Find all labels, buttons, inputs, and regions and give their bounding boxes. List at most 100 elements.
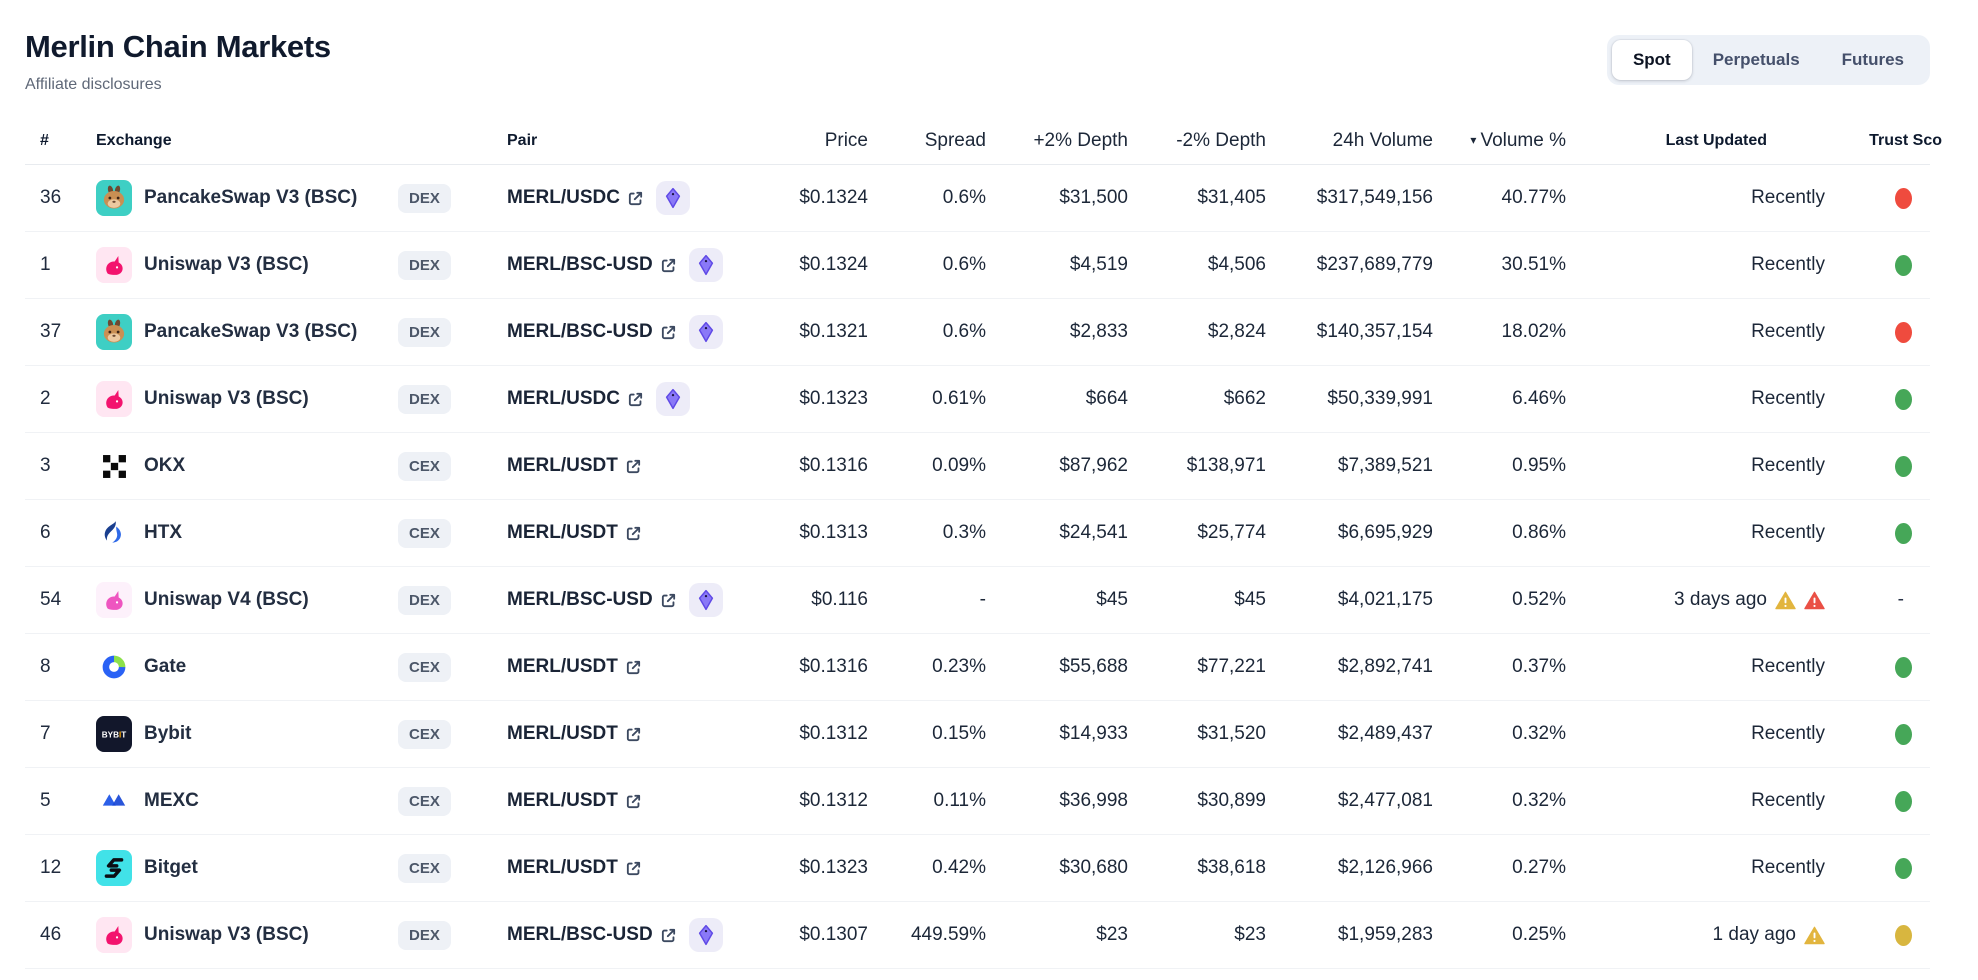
exchange-name[interactable]: Uniswap V3 (BSC) — [144, 388, 309, 409]
column-header-rank[interactable]: # — [40, 131, 49, 149]
column-header-pair[interactable]: Pair — [507, 131, 538, 149]
external-link-icon[interactable] — [625, 525, 642, 542]
geckoterminal-icon[interactable] — [688, 583, 723, 617]
pair-cell[interactable]: MERL/USDC — [507, 181, 757, 215]
exchange-name[interactable]: PancakeSwap V3 (BSC) — [144, 321, 358, 342]
exchange-cell[interactable]: PancakeSwap V3 (BSC) — [96, 314, 398, 350]
table-row[interactable]: 3 OKX CEX MERL/USDT $0.1316 0.09% $87,96… — [25, 433, 1930, 500]
external-link-icon[interactable] — [660, 257, 677, 274]
last-updated-text: Recently — [1751, 857, 1825, 878]
exchange-name[interactable]: PancakeSwap V3 (BSC) — [144, 187, 358, 208]
table-row[interactable]: 6 HTX CEX MERL/USDT $0.1313 0.3% $24,541… — [25, 500, 1930, 567]
geckoterminal-icon[interactable] — [688, 248, 723, 282]
table-row[interactable]: 36 PancakeSwap V3 (BSC) DEX MERL/USDC $0… — [25, 165, 1930, 232]
geckoterminal-icon[interactable] — [655, 181, 690, 215]
exchange-cell[interactable]: Uniswap V3 (BSC) — [96, 917, 398, 953]
pair-link[interactable]: MERL/USDT — [507, 790, 618, 811]
exchange-cell[interactable]: Bitget — [96, 850, 398, 886]
external-link-icon[interactable] — [625, 860, 642, 877]
tab-perpetuals[interactable]: Perpetuals — [1692, 40, 1821, 80]
external-link-icon[interactable] — [625, 793, 642, 810]
exchange-name[interactable]: Bitget — [144, 857, 198, 878]
exchange-name[interactable]: HTX — [144, 522, 182, 543]
pair-cell[interactable]: MERL/USDT — [507, 723, 757, 745]
exchange-name[interactable]: Gate — [144, 656, 187, 677]
exchange-cell[interactable]: Gate — [96, 649, 398, 685]
exchange-name[interactable]: Uniswap V3 (BSC) — [144, 254, 309, 275]
exchange-name[interactable]: Bybit — [144, 723, 192, 744]
pair-cell[interactable]: MERL/USDT — [507, 455, 757, 477]
pair-link[interactable]: MERL/USDT — [507, 857, 618, 878]
pair-link[interactable]: MERL/USDT — [507, 522, 618, 543]
pair-link[interactable]: MERL/BSC-USD — [507, 924, 653, 945]
table-row[interactable]: 54 Uniswap V4 (BSC) DEX MERL/BSC-USD $0.… — [25, 567, 1930, 634]
table-row[interactable]: 5 MEXC CEX MERL/USDT $0.1312 0.11% $36,9… — [25, 768, 1930, 835]
affiliate-disclosures-link[interactable]: Affiliate disclosures — [25, 76, 162, 93]
pair-cell[interactable]: MERL/USDT — [507, 857, 757, 879]
table-row[interactable]: 7 BYBIT Bybit CEX MERL/USDT $0.1312 0.15… — [25, 701, 1930, 768]
pair-cell[interactable]: MERL/BSC-USD — [507, 315, 757, 349]
geckoterminal-icon[interactable] — [655, 382, 690, 416]
pair-cell[interactable]: MERL/USDT — [507, 656, 757, 678]
pair-link[interactable]: MERL/USDT — [507, 656, 618, 677]
table-row[interactable]: 46 Uniswap V3 (BSC) DEX MERL/BSC-USD $0.… — [25, 902, 1930, 969]
pair-link[interactable]: MERL/USDT — [507, 455, 618, 476]
exchange-type-cell: CEX — [398, 786, 507, 816]
pair-cell[interactable]: MERL/BSC-USD — [507, 583, 757, 617]
exchange-cell[interactable]: MEXC — [96, 783, 398, 819]
last-updated-cell: Recently — [1566, 656, 1825, 678]
geckoterminal-icon[interactable] — [688, 918, 723, 952]
exchange-name[interactable]: Uniswap V4 (BSC) — [144, 589, 309, 610]
column-header-minus-depth[interactable]: -2% Depth — [1176, 129, 1266, 151]
external-link-icon[interactable] — [660, 592, 677, 609]
price-cell: $0.1323 — [799, 857, 868, 878]
pair-cell[interactable]: MERL/BSC-USD — [507, 248, 757, 282]
column-header-spread[interactable]: Spread — [924, 129, 986, 151]
exchange-cell[interactable]: HTX — [96, 515, 398, 551]
pair-link[interactable]: MERL/USDC — [507, 187, 620, 208]
table-row[interactable]: 12 Bitget CEX MERL/USDT $0.1323 0.42% $3… — [25, 835, 1930, 902]
pair-cell[interactable]: MERL/USDT — [507, 522, 757, 544]
tab-spot[interactable]: Spot — [1611, 40, 1692, 80]
pair-link[interactable]: MERL/USDT — [507, 723, 618, 744]
exchange-name[interactable]: OKX — [144, 455, 186, 476]
exchange-type-cell: DEX — [398, 250, 507, 280]
external-link-icon[interactable] — [625, 659, 642, 676]
exchange-name[interactable]: Uniswap V3 (BSC) — [144, 924, 309, 945]
external-link-icon[interactable] — [625, 726, 642, 743]
pair-cell[interactable]: MERL/BSC-USD — [507, 918, 757, 952]
pair-link[interactable]: MERL/BSC-USD — [507, 589, 653, 610]
external-link-icon[interactable] — [660, 324, 677, 341]
exchange-cell[interactable]: BYBIT Bybit — [96, 716, 398, 752]
column-header-trust-score[interactable]: Trust Sco — [1869, 131, 1942, 149]
external-link-icon[interactable] — [660, 927, 677, 944]
exchange-cell[interactable]: Uniswap V3 (BSC) — [96, 247, 398, 283]
exchange-cell[interactable]: Uniswap V3 (BSC) — [96, 381, 398, 417]
pair-link[interactable]: MERL/BSC-USD — [507, 321, 653, 342]
uniswap-icon — [96, 381, 132, 417]
pair-link[interactable]: MERL/BSC-USD — [507, 254, 653, 275]
column-header-24h-volume[interactable]: 24h Volume — [1332, 129, 1433, 151]
external-link-icon[interactable] — [625, 458, 642, 475]
exchange-cell[interactable]: PancakeSwap V3 (BSC) — [96, 180, 398, 216]
pair-cell[interactable]: MERL/USDC — [507, 382, 757, 416]
table-row[interactable]: 2 Uniswap V3 (BSC) DEX MERL/USDC $0.1323… — [25, 366, 1930, 433]
column-header-price[interactable]: Price — [824, 129, 868, 151]
column-header-volume-pct[interactable]: ▾ Volume % — [1470, 129, 1566, 151]
exchange-cell[interactable]: OKX — [96, 448, 398, 484]
column-header-exchange[interactable]: Exchange — [96, 131, 172, 149]
external-link-icon[interactable] — [627, 190, 644, 207]
exchange-cell[interactable]: Uniswap V4 (BSC) — [96, 582, 398, 618]
table-row[interactable]: 37 PancakeSwap V3 (BSC) DEX MERL/BSC-USD… — [25, 299, 1930, 366]
table-row[interactable]: 1 Uniswap V3 (BSC) DEX MERL/BSC-USD $0.1… — [25, 232, 1930, 299]
pair-cell[interactable]: MERL/USDT — [507, 790, 757, 812]
exchange-name[interactable]: MEXC — [144, 790, 199, 811]
geckoterminal-icon[interactable] — [688, 315, 723, 349]
pair-link[interactable]: MERL/USDC — [507, 388, 620, 409]
tab-futures[interactable]: Futures — [1821, 40, 1925, 80]
external-link-icon[interactable] — [627, 391, 644, 408]
column-header-plus-depth[interactable]: +2% Depth — [1033, 129, 1128, 151]
volume-cell: $4,021,175 — [1337, 589, 1433, 610]
table-row[interactable]: 8 Gate CEX MERL/USDT $0.1316 0.23% $55,6… — [25, 634, 1930, 701]
column-header-last-updated[interactable]: Last Updated — [1665, 131, 1767, 149]
